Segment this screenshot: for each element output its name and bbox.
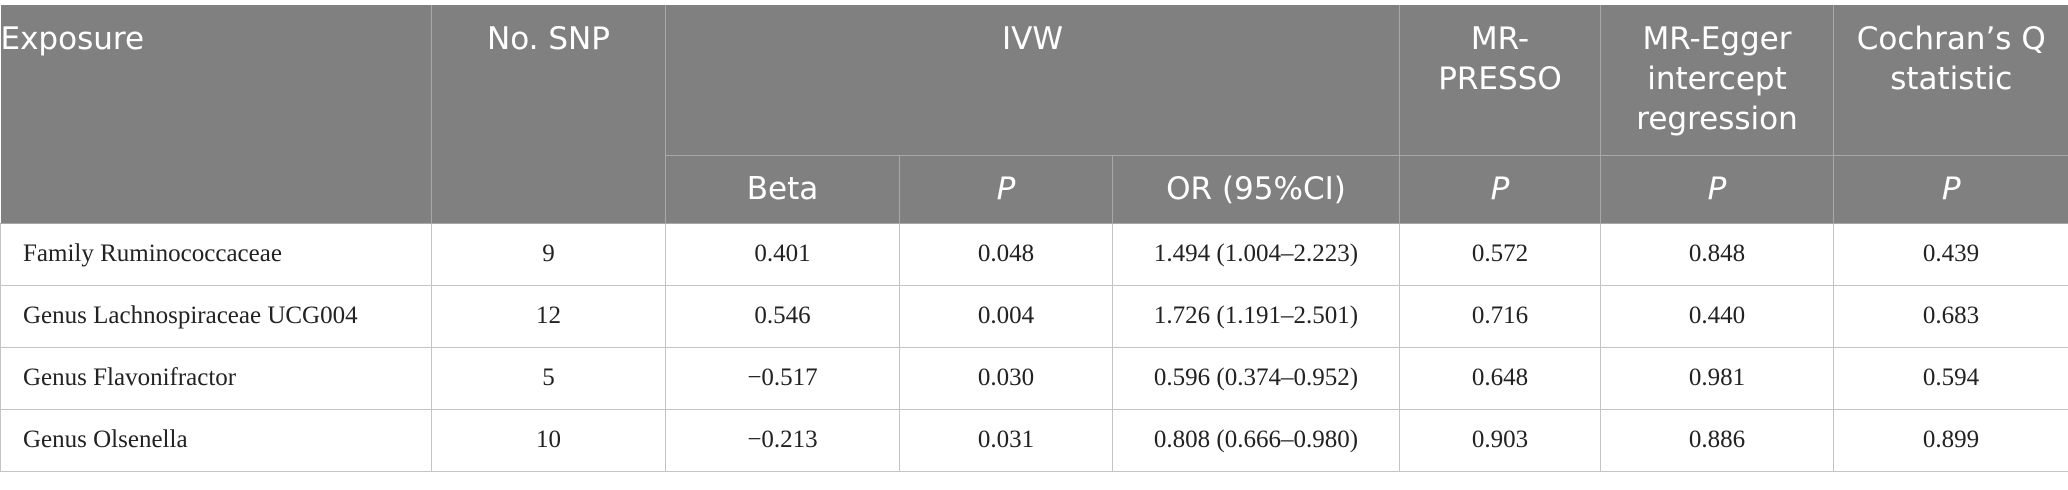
table-header: Exposure No. SNP IVW MR- PRESSO MR-Egger… — [0, 5, 2068, 224]
cell-cochran-p: 0.899 — [1833, 409, 2068, 472]
header-no-snp: No. SNP — [431, 5, 666, 224]
cell-egger-p: 0.440 — [1600, 285, 1834, 348]
header-beta: Beta — [665, 155, 900, 224]
header-mr-presso: MR- PRESSO — [1399, 5, 1601, 156]
header-mr-egger: MR-Egger intercept regression — [1600, 5, 1834, 156]
cell-exposure: Family Ruminococcaceae — [0, 223, 432, 286]
table-row: Genus Lachnospiraceae UCG004 12 0.546 0.… — [0, 285, 2068, 348]
cell-ivw-p: 0.030 — [899, 347, 1113, 410]
cell-beta: 0.401 — [665, 223, 900, 286]
cell-or-ci: 1.726 (1.191–2.501) — [1112, 285, 1400, 348]
header-ivw-p: P — [899, 155, 1113, 224]
table-row: Genus Flavonifractor 5 −0.517 0.030 0.59… — [0, 347, 2068, 410]
cell-ivw-p: 0.031 — [899, 409, 1113, 472]
cell-beta: 0.546 — [665, 285, 900, 348]
header-row-main: Exposure No. SNP IVW MR- PRESSO MR-Egger… — [0, 5, 2068, 224]
header-cochran-p: P — [1833, 155, 2068, 224]
header-exposure: Exposure — [0, 5, 432, 224]
cell-beta: −0.517 — [665, 347, 900, 410]
cell-ivw-p: 0.004 — [899, 285, 1113, 348]
cell-cochran-p: 0.683 — [1833, 285, 2068, 348]
header-ivw: IVW — [665, 5, 1400, 156]
header-cochran-q: Cochran’s Q statistic — [1833, 5, 2068, 156]
cell-ivw-p: 0.048 — [899, 223, 1113, 286]
cell-beta: −0.213 — [665, 409, 900, 472]
header-row-sub: Beta P OR (95%CI) P P P — [1, 155, 2068, 224]
table-row: Family Ruminococcaceae 9 0.401 0.048 1.4… — [0, 223, 2068, 286]
table-body: Family Ruminococcaceae 9 0.401 0.048 1.4… — [0, 223, 2068, 472]
cell-presso-p: 0.572 — [1399, 223, 1601, 286]
cell-or-ci: 0.808 (0.666–0.980) — [1112, 409, 1400, 472]
results-table: Exposure No. SNP IVW MR- PRESSO MR-Egger… — [0, 5, 2068, 472]
header-presso-p: P — [1399, 155, 1601, 224]
cell-presso-p: 0.903 — [1399, 409, 1601, 472]
cell-exposure: Genus Lachnospiraceae UCG004 — [0, 285, 432, 348]
cell-presso-p: 0.716 — [1399, 285, 1601, 348]
cell-or-ci: 0.596 (0.374–0.952) — [1112, 347, 1400, 410]
header-egger-p: P — [1600, 155, 1834, 224]
cell-or-ci: 1.494 (1.004–2.223) — [1112, 223, 1400, 286]
cell-cochran-p: 0.439 — [1833, 223, 2068, 286]
cell-exposure: Genus Olsenella — [0, 409, 432, 472]
cell-no-snp: 9 — [431, 223, 666, 286]
cell-egger-p: 0.886 — [1600, 409, 1834, 472]
cell-exposure: Genus Flavonifractor — [0, 347, 432, 410]
cell-egger-p: 0.981 — [1600, 347, 1834, 410]
cell-cochran-p: 0.594 — [1833, 347, 2068, 410]
cell-egger-p: 0.848 — [1600, 223, 1834, 286]
table-row: Genus Olsenella 10 −0.213 0.031 0.808 (0… — [0, 409, 2068, 472]
cell-no-snp: 5 — [431, 347, 666, 410]
cell-presso-p: 0.648 — [1399, 347, 1601, 410]
header-or-ci: OR (95%CI) — [1112, 155, 1400, 224]
cell-no-snp: 10 — [431, 409, 666, 472]
cell-no-snp: 12 — [431, 285, 666, 348]
